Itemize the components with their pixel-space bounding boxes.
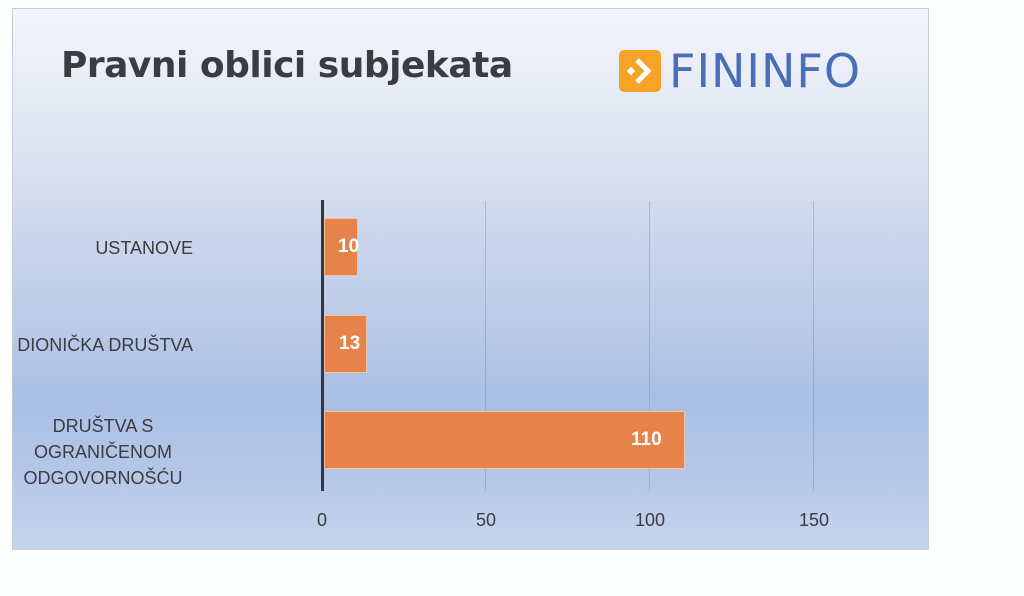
chevron-right-logo-icon: [619, 50, 661, 92]
bar-value-label: 110: [631, 429, 662, 450]
x-tick-100: 100: [634, 510, 666, 530]
category-label-text-line1: DRUŠTVA S OGRANIČENOM: [33, 416, 172, 462]
x-tick-150: 150: [798, 510, 830, 530]
x-tick-0: 0: [316, 510, 328, 530]
gridline-150: [813, 201, 814, 491]
bar-dionicka-drustva: 13: [324, 315, 367, 373]
logo-text: FININFO: [669, 44, 862, 98]
gridline-100: [649, 201, 650, 491]
gridline-50: [485, 201, 486, 491]
category-label-drustva-s-ogranicenom: DRUŠTVA S OGRANIČENOM ODGOVORNOŠĆU: [13, 413, 193, 491]
chart-title: Pravni oblici subjekata: [61, 45, 513, 86]
category-label-dionicka-drustva: DIONIČKA DRUŠTVA: [17, 332, 193, 358]
bar-value-label: 13: [339, 333, 361, 354]
bar-drustva-s-ogranicenom-odgovornoscu: 110: [324, 411, 685, 469]
y-axis-line: [321, 200, 324, 491]
category-label-ustanove: USTANOVE: [95, 235, 193, 261]
bar-value-label: 10: [338, 236, 360, 257]
category-label-text-line2: ODGOVORNOŠĆU: [23, 468, 183, 488]
x-tick-50: 50: [475, 510, 497, 530]
bar-ustanove: 10: [324, 218, 360, 276]
fininfo-logo: FININFO: [619, 46, 861, 96]
chart-area: Pravni oblici subjekata FININFO 10 13 11…: [12, 8, 929, 550]
category-label-text: USTANOVE: [95, 238, 193, 258]
category-label-text: DIONIČKA DRUŠTVA: [17, 335, 193, 355]
